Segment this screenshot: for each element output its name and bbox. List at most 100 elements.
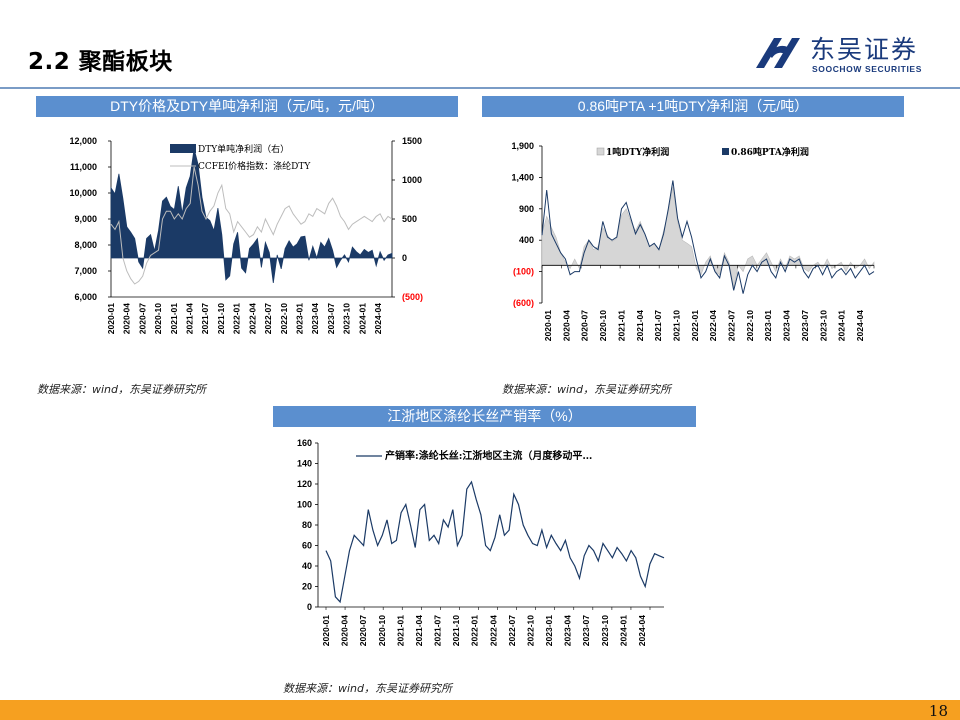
pta-x-tick: 2023-04 <box>782 310 792 341</box>
pta-x-tick: 2022-07 <box>727 310 737 341</box>
dty-x-tick: 2022-04 <box>247 303 257 334</box>
sales-y-tick-label: 100 <box>297 500 312 510</box>
dty-x-tick: 2020-10 <box>153 303 163 334</box>
dty-left-tick-label: 6,000 <box>74 292 97 302</box>
pta-x-tick: 2021-04 <box>635 310 645 341</box>
pta-dty-chart-source: 数据来源：wind，东吴证券研究所 <box>502 383 672 396</box>
company-logo: 东吴证券 SOOCHOW SECURITIES <box>752 30 942 78</box>
dty-profit-area <box>110 148 393 284</box>
dty-legend-label-price: CCFEI价格指数：涤纶DTY <box>198 160 311 172</box>
sales-y-tick-label: 20 <box>302 582 312 592</box>
pta-x-tick: 2022-04 <box>708 310 718 341</box>
dty-right-tick-label: 1000 <box>402 175 422 185</box>
dty-right-tick-label: 1500 <box>402 136 422 146</box>
dty-legend-swatch-area <box>170 144 196 153</box>
sales-x-tick: 2022-07 <box>507 615 517 646</box>
sales-y-tick-label: 60 <box>302 541 312 551</box>
dty-chart-source: 数据来源：wind，东吴证券研究所 <box>37 383 207 396</box>
sales-y-tick-label: 40 <box>302 561 312 571</box>
sales-x-tick: 2021-10 <box>451 615 461 646</box>
dty-x-tick: 2022-10 <box>279 303 289 334</box>
pta-dty-chart-title: 0.86吨PTA +1吨DTY净利润（元/吨） <box>482 96 904 117</box>
pta-x-tick: 2020-01 <box>543 310 553 341</box>
sales-x-tick: 2023-07 <box>581 615 591 646</box>
pta-y-tick-label: 1,400 <box>511 172 534 182</box>
dty-x-tick: 2023-01 <box>294 303 304 334</box>
dty-right-tick-label: 500 <box>402 214 417 224</box>
dty-x-tick: 2023-04 <box>310 303 320 334</box>
dty-x-tick: 2022-07 <box>263 303 273 334</box>
dty-legend-label-profit: DTY单吨净利润（右） <box>198 143 289 155</box>
pta-dty-chart: (600) (100) 400 900 1,400 1,900 1吨DTY净利润 0.86吨P… <box>511 141 875 341</box>
title-divider <box>0 87 960 89</box>
pta-x-tick: 2022-01 <box>690 310 700 341</box>
pta-legend-swatch-line <box>722 148 729 155</box>
sales-legend-label: 产销率:涤纶长丝:江浙地区主流（月度移动平… <box>385 449 592 462</box>
dty-left-tick-label: 10,000 <box>69 188 97 198</box>
pta-y-tick-label: 1,900 <box>511 141 534 151</box>
sales-rate-chart-title: 江浙地区涤纶长丝产销率（%） <box>273 406 696 427</box>
dty-left-tick-label: 12,000 <box>69 136 97 146</box>
page-title: 2.2 聚酯板块 <box>28 49 173 75</box>
sales-rate-chart-source: 数据来源：wind，东吴证券研究所 <box>283 682 453 695</box>
sales-y-tick-label: 120 <box>297 479 312 489</box>
pta-y-tick-label: 400 <box>519 235 534 245</box>
sales-x-tick: 2023-04 <box>563 615 573 646</box>
dty-x-tick: 2021-10 <box>216 303 226 334</box>
pta-x-tick: 2023-01 <box>763 310 773 341</box>
pta-x-tick: 2023-07 <box>800 310 810 341</box>
pta-legend-label-dty: 1吨DTY净利润 <box>606 146 669 158</box>
sales-x-tick: 2021-07 <box>433 615 443 646</box>
sales-x-tick: 2020-04 <box>340 615 350 646</box>
dty-right-tick-label: (500) <box>402 292 423 302</box>
pta-x-tick: 2020-04 <box>561 310 571 341</box>
sales-x-tick: 2020-10 <box>377 615 387 646</box>
sales-x-tick: 2024-04 <box>637 615 647 646</box>
dty-right-tick-label: 0 <box>402 253 407 263</box>
sales-y-tick-label: 80 <box>302 520 312 530</box>
dty-x-tick: 2021-07 <box>200 303 210 334</box>
sales-x-tick: 2023-10 <box>600 615 610 646</box>
dty-price-line <box>110 166 393 285</box>
pta-x-tick: 2024-01 <box>837 310 847 341</box>
sales-y-tick-label: 140 <box>297 459 312 469</box>
pta-x-tick: 2023-10 <box>818 310 828 341</box>
logo-emblem-icon <box>756 38 800 68</box>
dty-x-tick: 2020-04 <box>122 303 132 334</box>
pta-x-tick: 2021-07 <box>653 310 663 341</box>
footer-bar <box>0 700 960 720</box>
dty-x-tick: 2022-01 <box>232 303 242 334</box>
sales-x-tick: 2021-01 <box>395 615 405 646</box>
sales-y-tick-label: 0 <box>307 602 312 612</box>
sales-x-tick: 2022-01 <box>470 615 480 646</box>
pta-profit-line <box>541 180 875 294</box>
dty-chart: 6,000 7,000 8,000 9,000 10,000 11,000 12,000 (5… <box>69 136 423 334</box>
sales-rate-line <box>325 480 665 604</box>
dty-x-tick: 2023-10 <box>342 303 352 334</box>
pta-x-tick: 2020-07 <box>580 310 590 341</box>
sales-x-tick: 2022-10 <box>525 615 535 646</box>
pta-dty-profit-area <box>541 186 875 288</box>
sales-rate-chart: 0 20 40 60 80 100 120 140 160 产销率:涤纶长丝:江浙地区主流（月度移… <box>297 438 665 646</box>
sales-x-tick: 2022-04 <box>488 615 498 646</box>
pta-x-tick: 2022-10 <box>745 310 755 341</box>
dty-x-tick: 2024-01 <box>357 303 367 334</box>
dty-chart-title: DTY价格及DTY单吨净利润（元/吨，元/吨） <box>36 96 458 117</box>
dty-left-tick-label: 11,000 <box>70 162 97 172</box>
sales-x-tick: 2021-04 <box>414 615 424 646</box>
dty-x-tick: 2020-07 <box>137 303 147 334</box>
pta-x-tick: 2024-04 <box>855 310 865 341</box>
pta-x-tick: 2020-10 <box>598 310 608 341</box>
sales-x-tick: 2020-01 <box>321 615 331 646</box>
pta-legend-label-pta: 0.86吨PTA净利润 <box>731 146 809 158</box>
logo-chinese-text: 东吴证券 <box>810 35 919 64</box>
pta-y-tick-label: (600) <box>513 298 534 308</box>
dty-x-tick: 2020-01 <box>106 303 116 334</box>
pta-y-tick-label: (100) <box>513 267 534 277</box>
dty-x-tick: 2024-04 <box>373 303 383 334</box>
sales-x-tick: 2024-01 <box>618 615 628 646</box>
sales-x-tick: 2023-01 <box>544 615 554 646</box>
sales-y-tick-label: 160 <box>297 438 312 448</box>
dty-left-tick-label: 8,000 <box>74 240 97 250</box>
